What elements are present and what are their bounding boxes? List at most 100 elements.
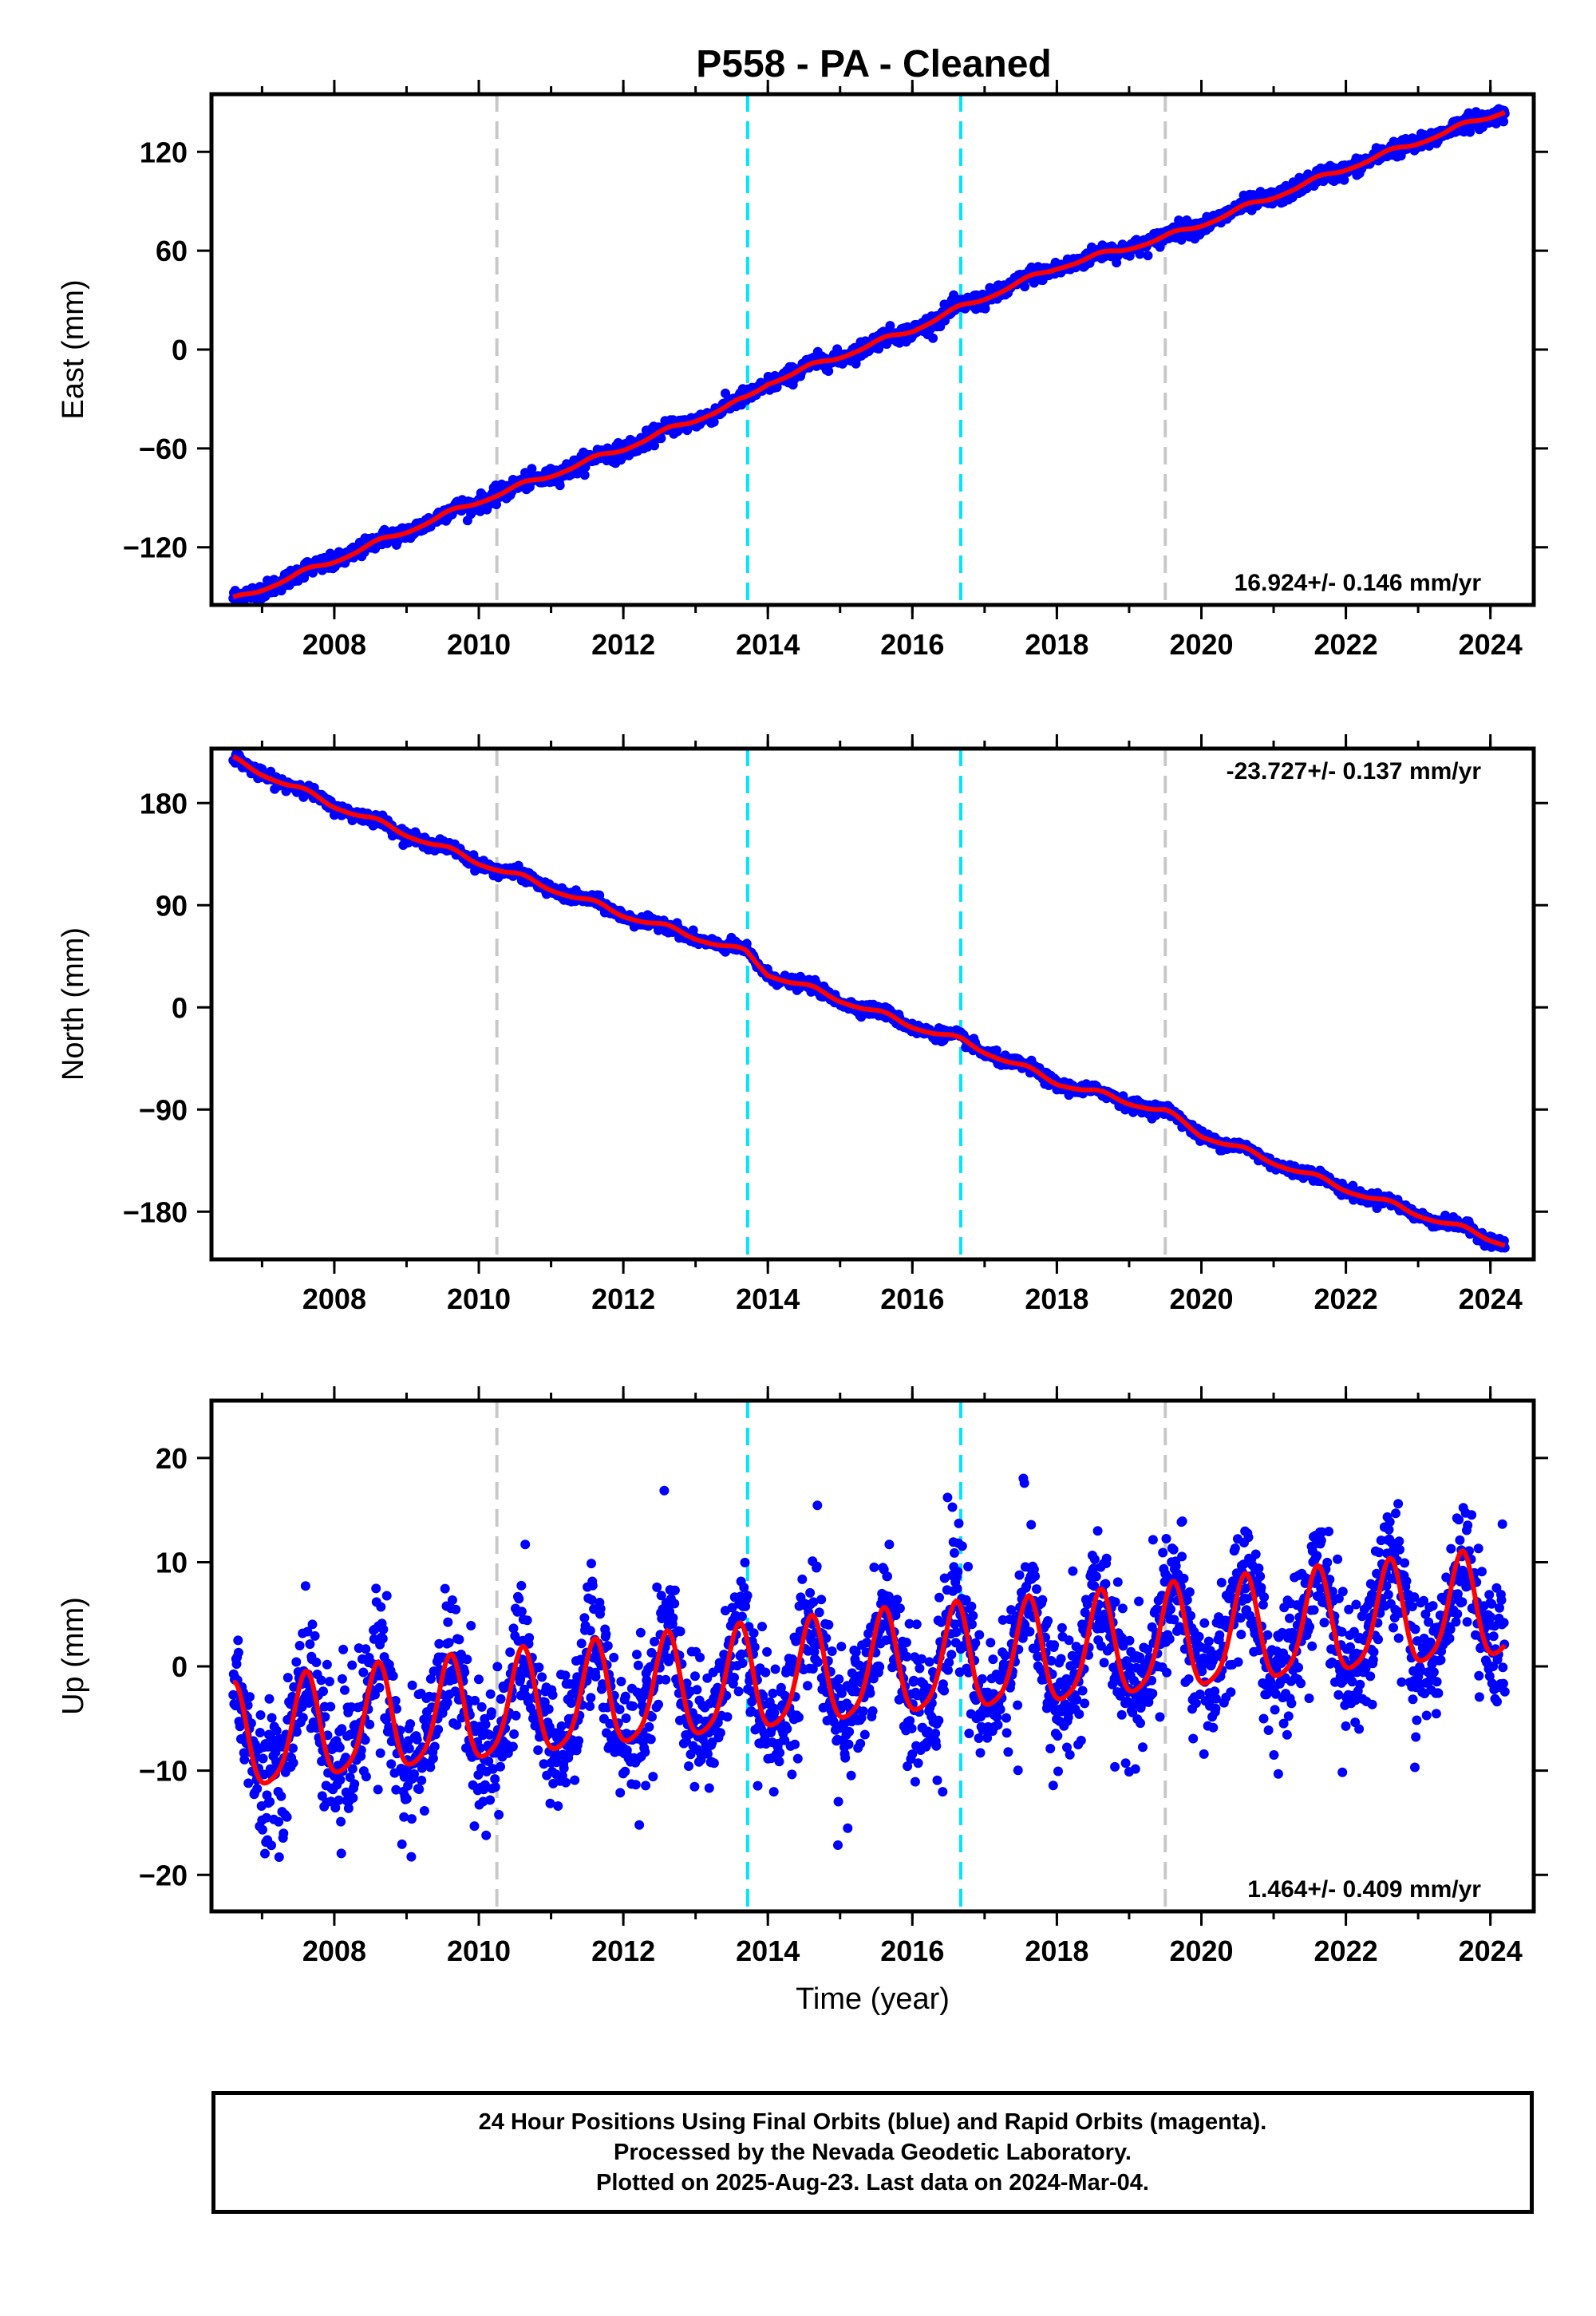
data-point (1499, 117, 1509, 127)
x-tick-label: 2010 (447, 628, 511, 661)
data-point (574, 1736, 584, 1746)
data-point (484, 1756, 494, 1766)
data-point (271, 1725, 282, 1736)
data-point (485, 1689, 496, 1699)
data-point (405, 1719, 416, 1729)
data-point (246, 1718, 256, 1729)
data-point (326, 1701, 336, 1712)
data-point (481, 1830, 492, 1840)
data-point (534, 1662, 544, 1673)
data-point (433, 1725, 444, 1735)
data-point (462, 1654, 472, 1665)
data-point (654, 1699, 663, 1709)
data-point (490, 1774, 500, 1784)
x-tick-label: 2014 (736, 1282, 800, 1315)
data-point (334, 1742, 345, 1753)
data-point (311, 1658, 322, 1667)
data-point (570, 1775, 580, 1785)
data-point (356, 1745, 366, 1755)
data-point (337, 1724, 347, 1734)
data-point (337, 1674, 347, 1684)
data-point (258, 1824, 267, 1835)
data-point (561, 1777, 571, 1788)
data-point (539, 1759, 549, 1769)
data-point (341, 1753, 351, 1763)
data-point (375, 1748, 385, 1758)
data-point (252, 1784, 263, 1794)
data-point (685, 1749, 696, 1760)
x-tick-label: 2016 (880, 1282, 944, 1315)
data-point (587, 1595, 597, 1605)
data-point (520, 1539, 531, 1550)
data-point (602, 1641, 613, 1651)
data-point (689, 1781, 700, 1792)
data-point (595, 1603, 606, 1614)
data-point (409, 1769, 419, 1779)
data-point (370, 1690, 380, 1700)
data-point (298, 1713, 308, 1723)
data-point (443, 1617, 453, 1627)
data-point (496, 1694, 506, 1704)
x-tick-label: 2024 (1459, 628, 1523, 661)
data-point (401, 1794, 412, 1804)
data-point (522, 1615, 532, 1626)
data-point (494, 1809, 504, 1820)
data-point (318, 1686, 328, 1697)
data-point (276, 1791, 286, 1801)
data-point (279, 1828, 289, 1839)
data-point (709, 1758, 719, 1769)
data-point (634, 1820, 645, 1830)
y-tick-label: 0 (172, 991, 188, 1024)
y-tick-label: 90 (156, 889, 188, 922)
x-tick-label: 2016 (880, 628, 944, 661)
data-point (496, 1761, 505, 1772)
data-point (480, 1719, 491, 1729)
data-point (566, 1698, 576, 1708)
data-point (348, 1792, 358, 1803)
data-point (454, 1634, 464, 1645)
data-point (537, 1672, 547, 1682)
data-point (310, 1630, 320, 1641)
data-point (511, 1710, 521, 1721)
data-point (601, 1629, 611, 1639)
data-point (615, 1788, 626, 1798)
data-point (591, 1671, 601, 1682)
y-axis-label: East (mm) (57, 279, 90, 419)
data-point (616, 1677, 626, 1686)
data-point (659, 1485, 670, 1496)
data-point (469, 1821, 480, 1832)
y-tick-label: 120 (140, 136, 188, 168)
data-point (474, 1674, 484, 1685)
x-tick-label: 2020 (1169, 1282, 1233, 1315)
data-point (282, 1673, 293, 1683)
data-point (675, 1626, 685, 1637)
data-point (650, 1637, 660, 1646)
data-point (334, 1795, 344, 1805)
data-point (661, 1674, 671, 1685)
data-point (373, 1784, 383, 1795)
data-point (476, 1701, 487, 1712)
data-point (1020, 282, 1030, 292)
y-tick-label: 60 (156, 235, 188, 267)
data-point (587, 1559, 596, 1569)
data-point (545, 1798, 555, 1808)
data-point (261, 1812, 271, 1823)
data-point (444, 1638, 454, 1648)
data-point (316, 1675, 326, 1686)
data-point (628, 1701, 638, 1711)
data-point (452, 1720, 462, 1730)
data-point (1348, 1180, 1358, 1191)
data-point (289, 1682, 299, 1692)
data-point (460, 1667, 470, 1678)
data-point (376, 1602, 386, 1612)
data-point (681, 1678, 692, 1689)
data-point (514, 1594, 524, 1604)
data-point (647, 1712, 657, 1722)
data-point (490, 1782, 500, 1792)
data-point (305, 1639, 315, 1650)
data-point (371, 1583, 381, 1594)
data-point (406, 1852, 417, 1862)
data-point (307, 1619, 318, 1630)
y-tick-label: −60 (139, 433, 188, 465)
data-point (586, 1693, 596, 1703)
